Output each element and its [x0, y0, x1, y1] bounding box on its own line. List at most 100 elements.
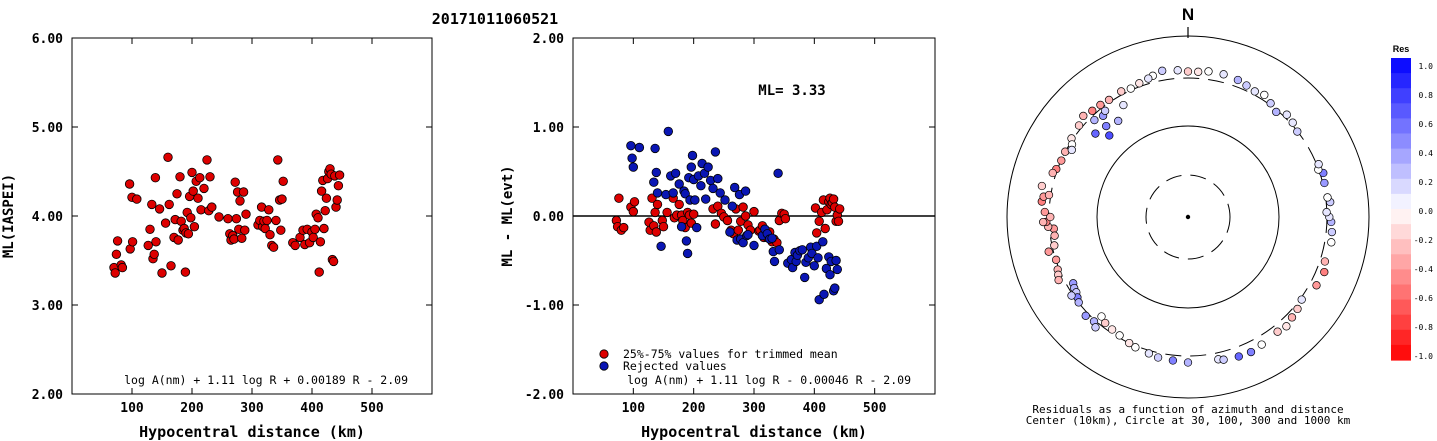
- station-point: [1101, 318, 1110, 328]
- station-point: [1297, 295, 1306, 304]
- station-point: [1115, 331, 1124, 340]
- x-tick-label: 200: [180, 401, 204, 416]
- y-tick-label: 5.00: [32, 121, 63, 136]
- data-point: [627, 153, 637, 163]
- x-tick-label: 200: [682, 401, 706, 416]
- colorbar-labels: 1.0 0.8 0.6 0.4 0.2 0.0 -0.2 -0.4 -0.6 -0.8 -1.0: [1414, 62, 1433, 361]
- data-point: [696, 180, 706, 191]
- data-point: [652, 199, 663, 210]
- data-point: [230, 177, 240, 187]
- station-point: [1293, 127, 1302, 136]
- colorbar-swatch: [1391, 58, 1411, 74]
- data-point: [773, 168, 783, 179]
- station-point: [1097, 312, 1106, 321]
- legend-marker-accepted: [599, 349, 609, 359]
- station-point: [1219, 70, 1228, 79]
- station-point: [1173, 66, 1182, 75]
- y-tick-label: -1.00: [525, 299, 564, 314]
- station-point: [1293, 304, 1302, 314]
- station-point: [1125, 338, 1134, 348]
- azimuth-residual-map: N Residuals as a function of azimuth and…: [1006, 5, 1370, 427]
- data-point: [199, 183, 209, 194]
- north-label: N: [1182, 5, 1194, 24]
- colorbar-label: 1.0: [1419, 62, 1434, 71]
- data-point: [813, 253, 823, 263]
- data-point: [710, 219, 721, 229]
- station-point: [1090, 115, 1099, 125]
- data-point: [166, 261, 176, 271]
- data-point: [713, 173, 723, 184]
- data-point: [214, 212, 224, 222]
- colorbar-label: -0.2: [1414, 236, 1433, 245]
- station-point: [1040, 207, 1049, 217]
- colorbar-label: 0.2: [1419, 178, 1434, 187]
- data-point: [193, 193, 203, 203]
- data-point: [207, 202, 217, 212]
- station-point: [1153, 353, 1163, 362]
- caption-line-2: Center (10km), Circle at 30, 100, 300 an…: [1026, 414, 1351, 427]
- data-point: [780, 213, 791, 224]
- data-point: [149, 249, 159, 260]
- station-point: [1067, 291, 1076, 300]
- data-points: [611, 126, 845, 305]
- data-point: [157, 268, 167, 278]
- data-point: [690, 195, 700, 205]
- figure-title: 20171011060521: [432, 10, 558, 28]
- data-point: [738, 202, 748, 212]
- colorbar-swatches: [1391, 58, 1411, 361]
- station-point: [1246, 347, 1256, 357]
- data-point: [769, 256, 780, 267]
- data-point: [332, 195, 342, 205]
- colorbar-swatch: [1391, 239, 1411, 255]
- colorbar-swatch: [1391, 193, 1411, 210]
- station-point: [1144, 349, 1154, 358]
- data-point: [189, 221, 200, 232]
- data-point: [743, 229, 753, 240]
- data-point: [333, 180, 344, 191]
- station-point: [1327, 227, 1337, 237]
- station-point: [1135, 79, 1144, 88]
- colorbar-swatch: [1391, 269, 1411, 286]
- data-point: [124, 179, 135, 189]
- data-point: [740, 211, 751, 221]
- data-point: [160, 218, 171, 228]
- data-point: [321, 193, 332, 203]
- data-point: [800, 272, 810, 283]
- data-point: [240, 225, 250, 235]
- station-point: [1327, 238, 1336, 247]
- data-point: [681, 236, 692, 246]
- station-point: [1079, 111, 1088, 121]
- y-axis-ticks: -2.00 -1.00 0.00 1.00 2.00: [525, 32, 935, 403]
- data-point: [111, 249, 122, 260]
- station-point: [1104, 95, 1114, 105]
- data-point: [634, 142, 645, 153]
- y-tick-label: 1.00: [533, 121, 564, 136]
- x-tick-label: 400: [803, 401, 827, 416]
- station-point: [1100, 106, 1110, 115]
- data-point: [825, 270, 835, 280]
- station-point: [1046, 212, 1055, 222]
- data-point: [651, 167, 662, 178]
- residual-vs-distance-chart: -2.00 -1.00 0.00 1.00 2.00 100 200 300 400 500 M…: [500, 32, 936, 441]
- data-point: [173, 235, 183, 245]
- data-point: [277, 194, 287, 204]
- data-point: [651, 227, 662, 237]
- station-point: [1114, 116, 1123, 126]
- data-point: [319, 223, 329, 234]
- station-point: [1050, 241, 1059, 250]
- data-point: [749, 240, 759, 251]
- data-point: [237, 233, 247, 244]
- data-point: [183, 229, 194, 239]
- station-point: [1242, 81, 1251, 90]
- y-tick-label: 2.00: [533, 32, 564, 47]
- station-point: [1250, 87, 1259, 96]
- data-point: [649, 177, 659, 187]
- data-point: [727, 201, 738, 211]
- data-point: [626, 140, 636, 151]
- station-point: [1081, 311, 1090, 320]
- station-point: [1320, 267, 1329, 277]
- data-point: [692, 222, 702, 233]
- data-point: [315, 237, 326, 247]
- station-point: [1314, 160, 1323, 169]
- colorbar-label: 0.8: [1419, 91, 1434, 100]
